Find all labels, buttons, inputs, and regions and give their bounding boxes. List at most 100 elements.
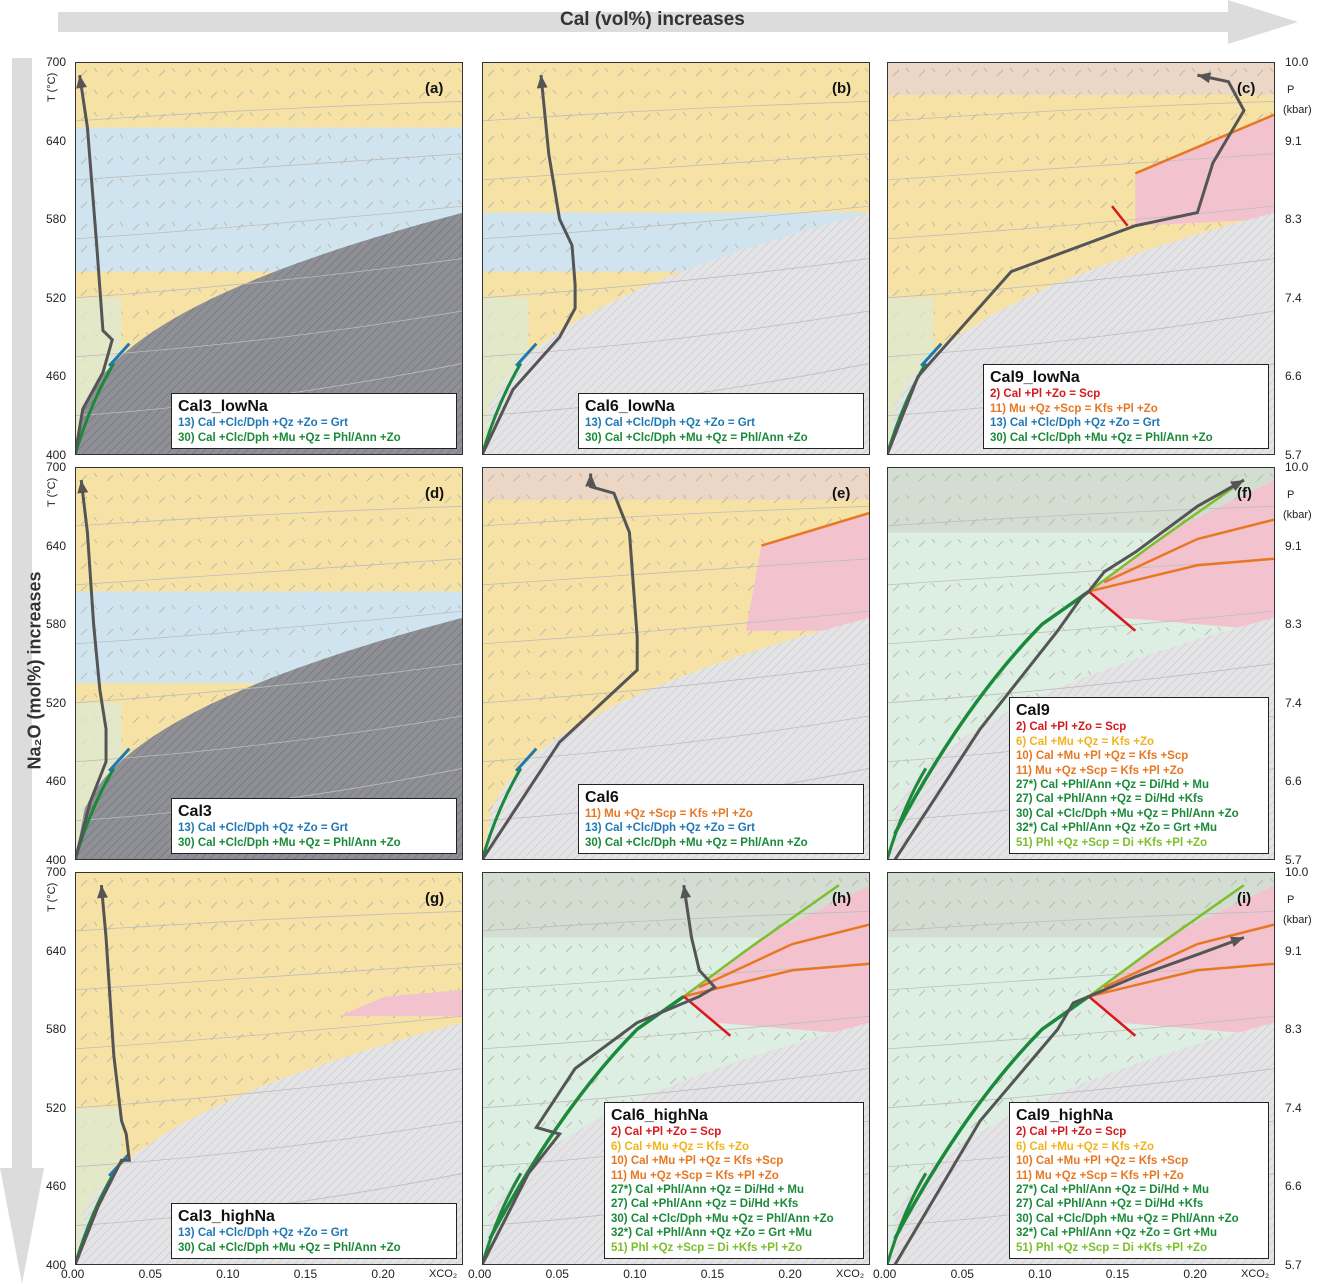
legend-entry: 2) Cal +Pl +Zo = Scp (1016, 1126, 1127, 1139)
x-tick-label: 0.00 (468, 1267, 492, 1281)
p-tick-label: 6.6 (1285, 369, 1302, 384)
reaction-27-line (488, 995, 685, 1240)
contour-line (887, 910, 1275, 932)
legend-entry: 2) Cal +Pl +Zo = Scp (990, 388, 1101, 401)
x-tick-label: 0.05 (545, 1267, 569, 1281)
legend-entry: 27*) Cal +Phl/Ann +Qz = Di/Hd + Mu (1016, 1184, 1209, 1197)
legend-entry: 6) Cal +Mu +Qz = Kfs +Zo (611, 1140, 750, 1153)
field-pink (1088, 480, 1275, 631)
y-tick-label: 520 (46, 1100, 67, 1115)
y-tick-label: 700 (46, 460, 67, 474)
legend-entry: 30) Cal +Clc/Dph +Mu +Qz = Phl/Ann +Zo (585, 431, 808, 444)
top-arrow (58, 0, 1298, 44)
reaction-10-line (683, 962, 870, 998)
legend-title: Cal3_highNa (178, 1208, 275, 1226)
p-tick-label: 6.6 (1285, 1179, 1302, 1194)
legend-title: Cal6_lowNa (585, 398, 675, 416)
reaction-2-line (1111, 205, 1129, 227)
pt-path-arrowhead (77, 480, 89, 494)
legend-entry: 11) Mu +Qz +Scp = Kfs +Pl +Zo (1016, 1169, 1184, 1182)
legend-entry: 13) Cal +Clc/Dph +Qz +Zo = Grt (585, 822, 755, 835)
pt-path-arrowhead (585, 473, 597, 487)
x-tick-label: 0.20 (778, 1267, 802, 1281)
legend-box: Cal3 13) Cal +Clc/Dph +Qz +Zo = Grt 30) Ca… (171, 798, 457, 854)
p-tick-label: 9.1 (1285, 538, 1302, 553)
reaction-51-line (1088, 884, 1245, 998)
contour-line (482, 310, 870, 358)
contour-line (887, 610, 1275, 645)
field-pink (683, 885, 870, 1036)
contour-line (482, 100, 870, 122)
pt-path-arrowhead (1230, 480, 1244, 492)
legend-entry: 10) Cal +Mu +Pl +Qz = Kfs +Scp (1016, 1155, 1189, 1168)
x-tick-label: 0.15 (293, 1267, 318, 1281)
y-tick-label: 520 (46, 290, 67, 305)
legend-title: Cal9_lowNa (990, 369, 1080, 387)
pt-path (893, 478, 1245, 860)
legend-entry: 51) Phl +Qz +Scp = Di +Kfs +Pl +Zo (611, 1241, 803, 1254)
legend-box: Cal6_lowNa 13) Cal +Clc/Dph +Qz +Zo = Grt… (578, 393, 864, 449)
reaction-30-line (887, 1172, 928, 1265)
reaction-30-line (482, 767, 523, 860)
contour-line (75, 205, 463, 240)
reaction-2-line (1087, 995, 1137, 1037)
legend-entry: 51) Phl +Qz +Scp = Di +Kfs +Pl +Zo (1016, 1241, 1208, 1254)
panel-plot-i (887, 872, 1275, 1265)
contour-line (887, 663, 1275, 704)
pt-path-arrowhead (1229, 936, 1244, 948)
legend-box: Cal3_highNa 13) Cal +Clc/Dph +Qz +Zo = Gr… (171, 1203, 457, 1259)
legend-entry: 27*) Cal +Phl/Ann +Qz = Di/Hd + Mu (611, 1184, 804, 1197)
legend-entry: 13) Cal +Clc/Dph +Qz +Zo = Grt (178, 417, 348, 430)
field-pink (1135, 114, 1275, 226)
contour-line (887, 258, 1275, 299)
reaction-13-line (515, 747, 538, 772)
reaction-13-line (108, 747, 131, 772)
legend-box: Cal9_highNa 2) Cal +Pl +Zo = Scp 6) Cal +M… (1009, 1102, 1269, 1260)
y-tick-label: 640 (46, 943, 67, 958)
p-tick-label: 6.6 (1285, 774, 1302, 789)
reaction-10-line (1088, 962, 1275, 998)
legend-title: Cal3 (178, 803, 212, 821)
x-axis-label: XCO₂ (1241, 1268, 1270, 1280)
legend-entry: 13) Cal +Clc/Dph +Qz +Zo = Grt (585, 417, 755, 430)
reaction-2-line (682, 995, 732, 1037)
legend-entry: 32*) Cal +Phl/Ann +Qz +Zo = Grt +Mu (1016, 1227, 1217, 1240)
t-axis-label: T (°C) (46, 882, 58, 912)
y-tick-label: 460 (46, 774, 67, 789)
p-axis-label: P (1287, 894, 1295, 906)
p-tick-label: 5.7 (1285, 853, 1302, 867)
pt-path (75, 479, 108, 860)
pt-path (482, 473, 639, 860)
legend-entry: 27) Cal +Phl/Ann +Qz = Di/Hd +Kfs (1016, 1198, 1204, 1211)
legend-entry: 11) Mu +Qz +Scp = Kfs +Pl +Zo (1016, 764, 1184, 777)
p-tick-label: 10.0 (1285, 55, 1309, 69)
reaction-27-line (893, 590, 1090, 835)
reaction-30-line (75, 362, 116, 455)
pt-path-arrowhead (76, 75, 87, 89)
contour-line (887, 205, 1275, 240)
reaction-13-line (108, 342, 131, 367)
legend-entry: 27) Cal +Phl/Ann +Qz = Di/Hd +Kfs (611, 1198, 799, 1211)
reaction-11-line (698, 923, 870, 989)
legend-box: Cal9 2) Cal +Pl +Zo = Scp 6) Cal +Mu +Qz =… (1009, 697, 1269, 855)
legend-title: Cal6 (585, 788, 619, 806)
contour-line (75, 258, 463, 299)
contour-line (482, 610, 870, 645)
p-axis-unit: (kbar) (1283, 509, 1312, 521)
y-tick-label: 700 (46, 55, 67, 69)
panel-label: (i) (1237, 890, 1252, 907)
legend-entry: 11) Mu +Qz +Scp = Kfs +Pl +Zo (611, 1169, 779, 1182)
pt-path (887, 73, 1246, 455)
legend-entry: 32*) Cal +Phl/Ann +Qz +Zo = Grt +Mu (1016, 822, 1217, 835)
x-tick-label: 0.15 (1105, 1267, 1130, 1281)
reaction-11-line (1103, 518, 1275, 584)
x-tick-label: 0.05 (950, 1267, 974, 1281)
p-axis-unit: (kbar) (1283, 104, 1312, 116)
t-axis-label: T (°C) (46, 72, 58, 102)
p-tick-label: 10.0 (1285, 865, 1309, 879)
legend-box: Cal9_lowNa 2) Cal +Pl +Zo = Scp 11) Mu +Qz… (983, 364, 1269, 450)
contour-line (887, 153, 1275, 181)
contour-line (482, 910, 870, 932)
reaction-51-line (683, 884, 840, 998)
legend-entry: 30) Cal +Clc/Dph +Mu +Qz = Phl/Ann +Zo (178, 1241, 401, 1254)
